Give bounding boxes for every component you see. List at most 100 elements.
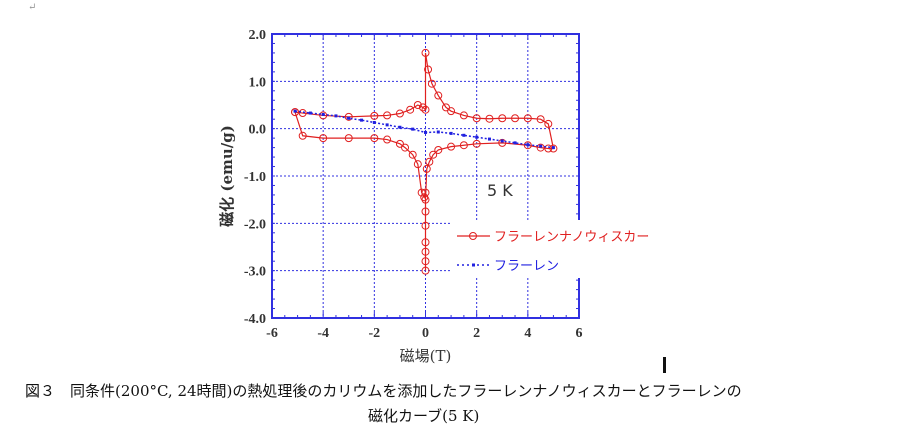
data-point (408, 150, 417, 159)
data-point (536, 143, 545, 152)
data-point (434, 145, 443, 154)
x-tick-label: -6 (266, 326, 278, 341)
data-point (498, 138, 507, 147)
data-point (447, 107, 456, 116)
data-point (459, 111, 468, 120)
y-tick-label: 1.0 (249, 75, 267, 90)
y-tick-label: -2.0 (244, 217, 266, 232)
data-point (293, 109, 297, 113)
x-axis-label: 磁場(T) (400, 347, 452, 365)
data-point (319, 134, 328, 143)
y-tick-label: 2.0 (249, 28, 267, 43)
data-point (523, 114, 532, 123)
data-point (344, 134, 353, 143)
data-point (424, 65, 433, 74)
data-point (475, 135, 479, 139)
x-tick-label: 2 (473, 326, 480, 341)
y-tick-label: -4.0 (244, 312, 266, 327)
data-point (421, 247, 430, 256)
data-point (500, 139, 504, 143)
data-point (383, 135, 392, 144)
data-point (421, 221, 430, 230)
data-point (398, 125, 402, 129)
data-point (429, 150, 438, 159)
data-point (298, 109, 307, 118)
legend-label-1: フラーレン (494, 259, 559, 274)
x-tick-label: -2 (368, 326, 380, 341)
data-point (427, 79, 436, 88)
y-axis-label: 磁化 (emu/g) (218, 125, 236, 227)
data-point (462, 133, 466, 137)
temperature-annotation: 5 K (487, 181, 513, 200)
data-point (447, 142, 456, 151)
legend-marker-1 (472, 263, 475, 267)
data-point (544, 119, 553, 128)
data-point (413, 160, 422, 169)
legend-box (452, 220, 662, 278)
data-point (321, 112, 325, 116)
data-point (436, 130, 440, 134)
text-cursor (663, 357, 666, 373)
data-point (472, 139, 481, 148)
x-tick-label: -4 (317, 326, 329, 341)
data-point (511, 114, 520, 123)
data-point (544, 144, 553, 153)
legend-label-0: フラーレンナノウィスカー (494, 230, 649, 245)
caption-line-2: 磁化カーブ(5 K) (368, 407, 480, 425)
data-point (406, 105, 415, 114)
x-tick-label: 0 (422, 326, 429, 341)
data-point (360, 118, 364, 122)
data-point (421, 188, 430, 197)
data-point (459, 141, 468, 150)
data-point (370, 134, 379, 143)
data-point (472, 114, 481, 123)
data-point (411, 127, 415, 131)
data-point (420, 193, 429, 202)
data-point (291, 108, 300, 117)
data-point (344, 112, 353, 121)
data-point (347, 116, 351, 120)
data-point (523, 141, 532, 150)
y-tick-label: -1.0 (244, 170, 266, 185)
data-point (421, 266, 430, 275)
data-point (385, 123, 389, 127)
magnetization-chart: -6 -4 -2 0 2 4 6 2.0 1.0 0.0 -1.0 -2.0 -3.0 -4.0 磁場(T)… (218, 28, 666, 373)
plot-frame (271, 33, 580, 319)
data-point (417, 188, 426, 197)
y-tick-label: 0.0 (249, 123, 267, 138)
data-point (424, 130, 427, 134)
data-point (395, 109, 404, 118)
data-point (434, 91, 443, 100)
data-point (549, 144, 558, 153)
paragraph-mark: ↵ (28, 2, 37, 13)
data-point (485, 114, 494, 123)
data-point (498, 114, 507, 123)
data-point (421, 48, 430, 57)
caption-line-1: 図３ 同条件(200°C, 24時間)の熱処理後のカリウムを添加したフラーレンナ… (25, 382, 742, 400)
data-point (308, 111, 312, 115)
data-point (401, 143, 410, 152)
data-point (421, 105, 430, 114)
data-point (421, 207, 430, 216)
x-tick-label: 4 (524, 326, 531, 341)
data-point (536, 115, 545, 124)
data-point (441, 103, 450, 112)
data-point (319, 111, 328, 120)
data-point (425, 157, 434, 166)
data-point (551, 146, 555, 150)
data-point (421, 257, 430, 266)
data-point (418, 103, 427, 112)
data-point (487, 137, 491, 141)
data-point (421, 238, 430, 247)
data-point (513, 141, 517, 145)
legend-marker-0 (469, 232, 477, 240)
data-point (383, 111, 392, 120)
data-point (449, 131, 453, 135)
data-point (413, 101, 422, 109)
y-tick-label: -3.0 (244, 265, 266, 280)
data-point (526, 143, 530, 147)
data-point (370, 111, 379, 120)
data-point (539, 144, 543, 148)
x-tick-label: 6 (576, 326, 583, 341)
data-point (298, 131, 307, 140)
